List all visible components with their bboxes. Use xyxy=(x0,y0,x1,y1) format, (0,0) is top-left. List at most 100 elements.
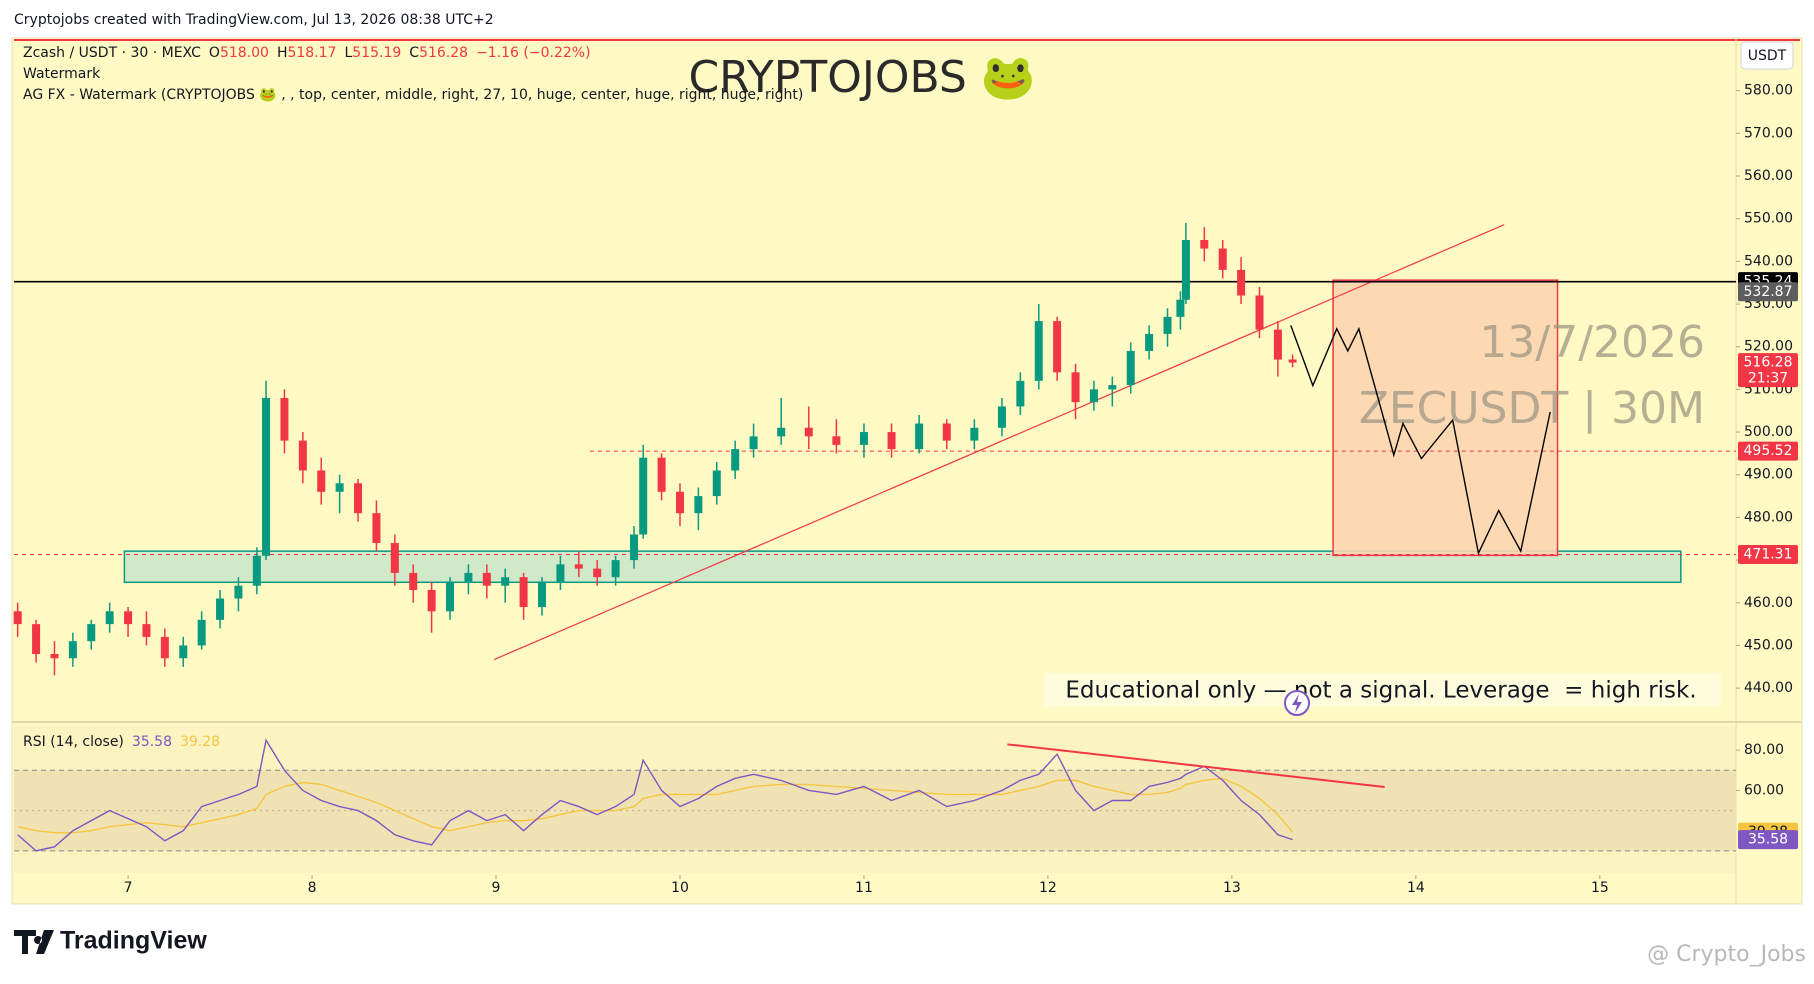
candle-body xyxy=(87,624,96,642)
y-tick-label: 520.00 xyxy=(1744,339,1793,355)
trendline xyxy=(493,224,1505,661)
candle-body xyxy=(280,397,289,441)
candle-body xyxy=(1071,372,1080,403)
price-label: 532.87 xyxy=(1744,284,1793,300)
candle-body xyxy=(262,397,271,556)
y-tick-label: 450.00 xyxy=(1744,637,1793,653)
symbol-legend: Zcash / USDT · 30 · MEXC O518.00 H518.17 L5… xyxy=(23,45,591,61)
candle-body xyxy=(298,440,307,471)
candle-body xyxy=(694,496,703,514)
alert-bolt xyxy=(1292,694,1302,713)
candle-body xyxy=(32,624,41,654)
candle-body xyxy=(1176,299,1185,317)
candle-body xyxy=(1218,248,1227,270)
x-tick-label: 9 xyxy=(492,880,501,896)
candle-body xyxy=(611,560,620,578)
target-box xyxy=(1332,279,1559,557)
ohlc-key: H xyxy=(277,45,288,61)
ohlc-value: 515.19 xyxy=(352,45,401,61)
currency-box xyxy=(1740,41,1794,70)
x-tick-label: 8 xyxy=(308,880,317,896)
y-tick-label: 460.00 xyxy=(1744,595,1793,611)
candle-body xyxy=(712,470,721,497)
x-tick-label: 15 xyxy=(1591,880,1609,896)
candle-body xyxy=(804,427,813,437)
rsi-trendline xyxy=(1007,743,1385,789)
candle-body xyxy=(1108,385,1117,390)
y-tick-label: 540.00 xyxy=(1744,253,1793,269)
candle-body xyxy=(252,555,261,586)
candle-body xyxy=(859,432,868,445)
candle-body xyxy=(160,636,169,659)
countdown-label: 21:37 xyxy=(1748,371,1788,387)
candle-body xyxy=(777,427,786,437)
price-label: 471.31 xyxy=(1744,547,1793,563)
support-zone xyxy=(123,550,1682,584)
candle-body xyxy=(629,534,638,561)
candle-body xyxy=(234,585,243,599)
y-tick-label: 550.00 xyxy=(1744,211,1793,227)
candle-body xyxy=(446,581,455,612)
x-tick-label: 7 xyxy=(124,880,133,896)
candle-body xyxy=(354,483,363,514)
candle-body xyxy=(179,645,188,659)
price-label: 495.52 xyxy=(1744,443,1793,459)
candle-body xyxy=(675,491,684,514)
candle-body xyxy=(731,449,740,471)
candle-body xyxy=(501,577,510,586)
candle-body xyxy=(1181,240,1190,300)
rsi-ma-line xyxy=(17,777,1294,834)
y-tick-label: 480.00 xyxy=(1744,509,1793,525)
y-tick-label: 490.00 xyxy=(1744,467,1793,483)
candle-body xyxy=(574,564,583,569)
candle-body xyxy=(1126,350,1135,386)
candle-body xyxy=(216,598,225,620)
rsi-line xyxy=(17,738,1293,852)
indicator-legend: AG FX - Watermark (CRYPTOJOBS 🐸 , , top,… xyxy=(23,87,803,103)
candle-body xyxy=(593,568,602,578)
ohlc-value: 518.17 xyxy=(287,45,336,61)
candle-body xyxy=(1145,333,1154,351)
candle-body xyxy=(1053,321,1062,373)
ohlc-key: C xyxy=(409,45,419,61)
y-tick-label: 560.00 xyxy=(1744,168,1793,184)
candle-body xyxy=(427,589,436,612)
candle-body xyxy=(1016,380,1025,407)
x-tick-label: 12 xyxy=(1039,880,1057,896)
candle-body xyxy=(1034,321,1043,381)
alert-icon xyxy=(1284,690,1310,716)
note-background xyxy=(1044,673,1721,707)
candle-body xyxy=(197,619,206,646)
rsi-y-tick-label: 60.00 xyxy=(1744,782,1784,798)
candle-body xyxy=(142,624,151,637)
candle-body xyxy=(997,406,1006,428)
candle-body xyxy=(50,653,59,659)
candle-body xyxy=(970,427,979,441)
x-tick-label: 13 xyxy=(1223,880,1241,896)
y-tick-label: 580.00 xyxy=(1744,83,1793,99)
candle-body xyxy=(1163,316,1172,334)
candle-body xyxy=(556,564,565,582)
ohlc-key: L xyxy=(344,45,352,61)
candle-body xyxy=(105,611,114,625)
indicator-legend: Watermark xyxy=(23,66,101,82)
candle-body xyxy=(409,572,418,590)
note: Educational only — not a signal. Leverag… xyxy=(1065,678,1696,704)
x-tick-label: 11 xyxy=(855,880,873,896)
candle-body xyxy=(464,572,473,582)
watermark-date: 13/7/2026 xyxy=(1479,317,1705,368)
symbol: Zcash / USDT · 30 · MEXC xyxy=(23,45,201,61)
header-title: Cryptojobs created with TradingView.com,… xyxy=(14,12,494,28)
rsi-value-label: 35.58 xyxy=(1748,832,1788,848)
candle-body xyxy=(1273,329,1282,360)
candle-body xyxy=(1255,295,1264,330)
candle-body xyxy=(657,457,666,492)
candle-body xyxy=(942,423,951,441)
candle-body xyxy=(519,577,528,608)
rsi-value-label-bg xyxy=(1738,830,1798,850)
y-tick-label: 570.00 xyxy=(1744,125,1793,141)
rsi-legend: RSI (14, close) 35.58 39.28 xyxy=(23,734,220,750)
price-label-bg xyxy=(1738,545,1798,565)
x-tick-label: 14 xyxy=(1407,880,1425,896)
